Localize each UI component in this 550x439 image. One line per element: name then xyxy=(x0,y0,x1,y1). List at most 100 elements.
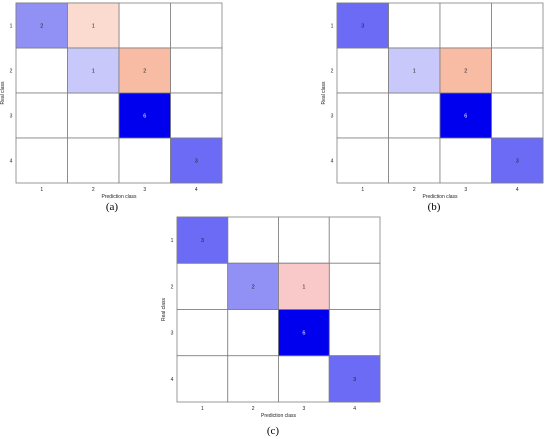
confusion-matrix-panel-2: 3 1 2 6 3 1 2 3 4 1 2 3 4 Prediction class Real class (… xyxy=(321,2,544,213)
matrix-cell-filled xyxy=(227,262,279,310)
matrix-cell xyxy=(227,309,279,357)
cell-value-label: 6 xyxy=(302,331,305,337)
matrix-cell xyxy=(491,47,544,94)
matrix-cell xyxy=(278,216,330,264)
x-axis-title: Prediction class xyxy=(422,194,458,200)
matrix-cell-filled xyxy=(336,2,389,49)
matrix-cell-filled xyxy=(388,47,441,94)
matrix-cell xyxy=(67,92,120,139)
matrix-cell-filled xyxy=(491,137,544,184)
y-tick-label: 2 xyxy=(331,69,334,75)
matrix-cell xyxy=(439,2,492,49)
matrix-cell xyxy=(336,137,389,184)
y-axis-title: Real class xyxy=(321,81,327,105)
matrix-cell xyxy=(67,137,120,184)
x-tick-label: 3 xyxy=(464,187,467,193)
matrix-cell-filled xyxy=(67,47,120,94)
y-tick-label: 3 xyxy=(10,114,13,120)
matrix-cell xyxy=(388,2,441,49)
x-tick-label: 3 xyxy=(143,187,146,193)
x-tick-label: 2 xyxy=(92,187,95,193)
x-tick-label: 4 xyxy=(353,406,356,412)
y-axis-title: Real class xyxy=(0,81,6,105)
cell-value-label: 3 xyxy=(201,238,204,244)
matrix-cell xyxy=(227,216,279,264)
matrix-cell xyxy=(439,137,492,184)
cell-value-label: 3 xyxy=(361,24,364,30)
matrix-cell xyxy=(328,216,381,264)
cell-value-label: 3 xyxy=(195,159,198,165)
matrix-cell-filled xyxy=(118,92,171,139)
matrix-cell xyxy=(15,92,68,139)
cell-value-label: 3 xyxy=(353,377,356,383)
matrix-cell xyxy=(491,92,544,139)
matrix-cell-filled xyxy=(439,92,492,139)
cell-value-label: 2 xyxy=(143,69,146,75)
y-tick-label: 1 xyxy=(331,24,334,30)
cell-value-label: 1 xyxy=(92,24,95,30)
cell-value-label: 1 xyxy=(92,69,95,75)
y-tick-label: 4 xyxy=(331,159,334,165)
matrix-cell-filled xyxy=(439,47,492,94)
matrix-cell xyxy=(170,2,223,49)
cell-value-label: 6 xyxy=(143,114,146,120)
matrix-cell xyxy=(170,47,223,94)
matrix-cell xyxy=(328,262,381,310)
x-tick-label: 2 xyxy=(413,187,416,193)
cell-value-label: 2 xyxy=(40,24,43,30)
matrix-cell-filled xyxy=(278,262,330,310)
y-tick-label: 3 xyxy=(171,331,174,337)
matrix-cell-filled xyxy=(118,47,171,94)
x-axis-title: Prediction class xyxy=(101,194,137,200)
matrix-cell xyxy=(328,309,381,357)
matrix-cell xyxy=(388,137,441,184)
matrix-cell xyxy=(118,137,171,184)
y-tick-label: 2 xyxy=(171,284,174,290)
matrix-cell xyxy=(176,309,229,357)
matrix-cell xyxy=(118,2,171,49)
x-tick-label: 1 xyxy=(201,406,204,412)
panel-label: (c) xyxy=(267,425,280,437)
matrix-cell xyxy=(170,92,223,139)
matrix-cell-filled xyxy=(15,2,68,49)
matrix-cell-filled xyxy=(278,309,330,357)
matrix-cell xyxy=(491,2,544,49)
y-tick-label: 4 xyxy=(10,159,13,165)
matrix-cell xyxy=(278,355,330,403)
x-tick-label: 4 xyxy=(516,187,519,193)
matrix-cell xyxy=(15,47,68,94)
y-tick-label: 3 xyxy=(331,114,334,120)
panel-label: (b) xyxy=(428,201,441,213)
y-tick-label: 1 xyxy=(171,238,174,244)
y-tick-label: 2 xyxy=(10,69,13,75)
cell-value-label: 6 xyxy=(464,114,467,120)
matrix-cell xyxy=(176,262,229,310)
cell-value-label: 2 xyxy=(252,284,255,290)
confusion-matrix-panel-3: 3 2 1 6 3 1 2 3 4 1 2 3 4 Prediction class Real class (… xyxy=(161,216,381,437)
panel-label: (a) xyxy=(106,201,119,213)
matrix-cell-filled xyxy=(170,137,223,184)
matrix-cell xyxy=(336,92,389,139)
y-tick-label: 1 xyxy=(10,24,13,30)
x-tick-label: 3 xyxy=(302,406,305,412)
x-tick-label: 2 xyxy=(252,406,255,412)
cell-value-label: 1 xyxy=(302,284,305,290)
x-tick-label: 1 xyxy=(40,187,43,193)
x-tick-label: 1 xyxy=(361,187,364,193)
confusion-matrix-panel-1: 2 1 1 2 6 3 1 2 3 4 1 2 3 4 Prediction class Real class… xyxy=(0,2,223,213)
cell-value-label: 1 xyxy=(413,69,416,75)
matrix-cell-filled xyxy=(176,216,229,264)
cell-value-label: 2 xyxy=(464,69,467,75)
matrix-cell xyxy=(336,47,389,94)
matrix-cell xyxy=(15,137,68,184)
x-tick-label: 4 xyxy=(195,187,198,193)
matrix-cell-filled xyxy=(67,2,120,49)
matrix-cell-filled xyxy=(328,355,381,403)
matrix-cell xyxy=(227,355,279,403)
matrix-cell xyxy=(388,92,441,139)
y-tick-label: 4 xyxy=(171,377,174,383)
x-axis-title: Prediction class xyxy=(261,413,297,419)
matrix-cell xyxy=(176,355,229,403)
y-axis-title: Real class xyxy=(161,297,167,321)
